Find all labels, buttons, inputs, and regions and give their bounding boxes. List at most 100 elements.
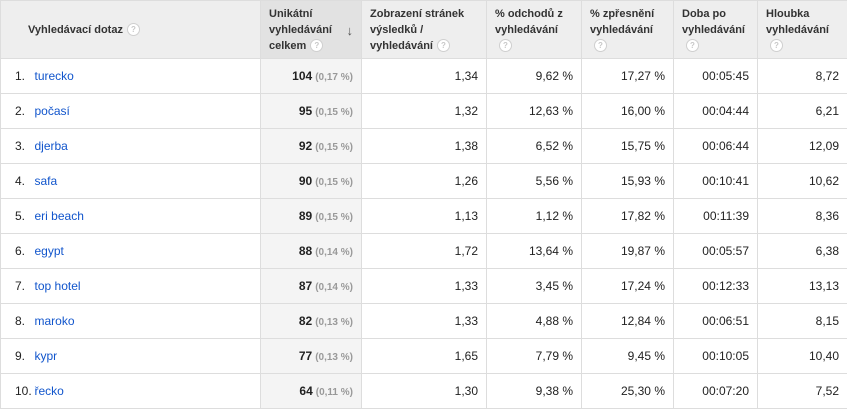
unique-searches-cell: 104 (0,17 %) [260, 58, 362, 94]
query-cell: počasí [34, 93, 261, 129]
help-icon[interactable]: ? [770, 39, 783, 53]
results-pageviews-cell: 1,38 [361, 128, 487, 164]
unique-searches-percent: (0,17 %) [315, 72, 353, 83]
time-after-search-cell: 00:05:45 [673, 58, 758, 94]
table-row: 8. maroko 82 (0,13 %) 1,33 4,88 % 12,84 %… [0, 303, 847, 339]
header-time-after-search[interactable]: Doba po vyhledávání? [673, 0, 758, 59]
header-label-line: vyhledávání [495, 23, 558, 36]
header-label-line: % odchodů z [495, 7, 563, 20]
query-link[interactable]: top hotel [34, 279, 81, 293]
unique-searches-value: 87 [298, 279, 313, 293]
search-depth-cell: 10,62 [757, 163, 847, 199]
time-after-search-cell: 00:07:20 [673, 373, 758, 409]
time-after-search-cell: 00:06:51 [673, 303, 758, 339]
search-refinements-cell: 9,45 % [581, 338, 674, 374]
unique-searches-value: 82 [298, 314, 313, 328]
header-label-line: vyhledávání [370, 39, 433, 52]
search-exits-cell: 3,45 % [486, 268, 582, 304]
search-exits-cell: 9,38 % [486, 373, 582, 409]
unique-searches-value: 64 [299, 384, 313, 398]
query-link[interactable]: řecko [34, 384, 64, 398]
search-depth-cell: 12,09 [757, 128, 847, 164]
header-search-depth[interactable]: Hloubka vyhledávání? [757, 0, 847, 59]
unique-searches-percent: (0,14 %) [315, 282, 353, 293]
table-row: 3. djerba 92 (0,15 %) 1,38 6,52 % 15,75 %… [0, 128, 847, 164]
search-refinements-cell: 17,82 % [581, 198, 674, 234]
unique-searches-value: 88 [298, 244, 313, 258]
unique-searches-cell: 77 (0,13 %) [260, 338, 362, 374]
query-link[interactable]: egypt [34, 244, 64, 258]
unique-searches-cell: 90 (0,15 %) [260, 163, 362, 199]
header-label-line: vyhledávání [590, 23, 653, 36]
query-link[interactable]: safa [34, 174, 58, 188]
unique-searches-percent: (0,14 %) [315, 247, 353, 258]
search-depth-cell: 10,40 [757, 338, 847, 374]
row-index: 7. [0, 268, 35, 304]
query-cell: turecko [34, 58, 261, 94]
header-label-line: Unikátní [269, 7, 313, 20]
table-row: 2. počasí 95 (0,15 %) 1,32 12,63 % 16,00 … [0, 93, 847, 129]
help-icon[interactable]: ? [686, 39, 699, 53]
query-cell: kypr [34, 338, 261, 374]
unique-searches-cell: 95 (0,15 %) [260, 93, 362, 129]
row-index: 10. [0, 373, 35, 409]
header-label-line: vyhledávání [682, 23, 745, 36]
unique-searches-percent: (0,11 %) [315, 387, 353, 398]
search-depth-cell: 8,72 [757, 58, 847, 94]
query-link[interactable]: maroko [34, 314, 75, 328]
header-search-refinements[interactable]: % zpřesnění vyhledávání? [581, 0, 674, 59]
search-exits-cell: 6,52 % [486, 128, 582, 164]
time-after-search-cell: 00:04:44 [673, 93, 758, 129]
unique-searches-cell: 82 (0,13 %) [260, 303, 362, 339]
results-pageviews-cell: 1,30 [361, 373, 487, 409]
header-search-exits[interactable]: % odchodů z vyhledávání? [486, 0, 582, 59]
unique-searches-value: 95 [298, 104, 313, 118]
row-index: 9. [0, 338, 35, 374]
search-exits-cell: 4,88 % [486, 303, 582, 339]
header-results-pageviews[interactable]: Zobrazení stránek výsledků / vyhledávání… [361, 0, 487, 59]
unique-searches-value: 90 [298, 174, 313, 188]
header-unique-searches[interactable]: Unikátní vyhledávání celkem? ↓ [260, 0, 362, 59]
help-icon[interactable]: ? [594, 39, 607, 53]
unique-searches-cell: 89 (0,15 %) [260, 198, 362, 234]
unique-searches-cell: 92 (0,15 %) [260, 128, 362, 164]
results-pageviews-cell: 1,32 [361, 93, 487, 129]
table-row: 6. egypt 88 (0,14 %) 1,72 13,64 % 19,87 %… [0, 233, 847, 269]
table-row: 5. eri beach 89 (0,15 %) 1,13 1,12 % 17,8… [0, 198, 847, 234]
sort-down-arrow-icon[interactable]: ↓ [346, 23, 354, 38]
query-cell: řecko [34, 373, 261, 409]
help-icon[interactable]: ? [126, 23, 140, 37]
query-link[interactable]: eri beach [34, 209, 84, 223]
help-icon[interactable]: ? [436, 39, 450, 53]
help-icon[interactable]: ? [310, 39, 324, 53]
header-label-line: výsledků / [370, 23, 424, 36]
query-link[interactable]: kypr [34, 349, 58, 363]
row-index: 3. [0, 128, 35, 164]
search-refinements-cell: 15,93 % [581, 163, 674, 199]
query-cell: djerba [34, 128, 261, 164]
header-search-query[interactable]: Vyhledávací dotaz? [0, 0, 261, 59]
search-exits-cell: 5,56 % [486, 163, 582, 199]
search-refinements-cell: 16,00 % [581, 93, 674, 129]
search-exits-cell: 7,79 % [486, 338, 582, 374]
query-cell: top hotel [34, 268, 261, 304]
help-icon[interactable]: ? [499, 39, 512, 53]
header-label-line: celkem [269, 39, 307, 52]
header-label: Vyhledávací dotaz [28, 23, 123, 36]
unique-searches-cell: 64 (0,11 %) [260, 373, 362, 409]
table-row: 1. turecko 104 (0,17 %) 1,34 9,62 % 17,27… [0, 58, 847, 94]
table-row: 9. kypr 77 (0,13 %) 1,65 7,79 % 9,45 % 00… [0, 338, 847, 374]
search-exits-cell: 13,64 % [486, 233, 582, 269]
query-link[interactable]: počasí [34, 104, 70, 118]
time-after-search-cell: 00:11:39 [673, 198, 758, 234]
results-pageviews-cell: 1,34 [361, 58, 487, 94]
table-body: 1. turecko 104 (0,17 %) 1,34 9,62 % 17,27… [0, 58, 847, 409]
row-index: 6. [0, 233, 35, 269]
table-row: 10. řecko 64 (0,11 %) 1,30 9,38 % 25,30 %… [0, 373, 847, 409]
query-link[interactable]: turecko [34, 69, 74, 83]
search-depth-cell: 6,21 [757, 93, 847, 129]
search-exits-cell: 9,62 % [486, 58, 582, 94]
time-after-search-cell: 00:10:41 [673, 163, 758, 199]
results-pageviews-cell: 1,65 [361, 338, 487, 374]
query-link[interactable]: djerba [34, 139, 68, 153]
